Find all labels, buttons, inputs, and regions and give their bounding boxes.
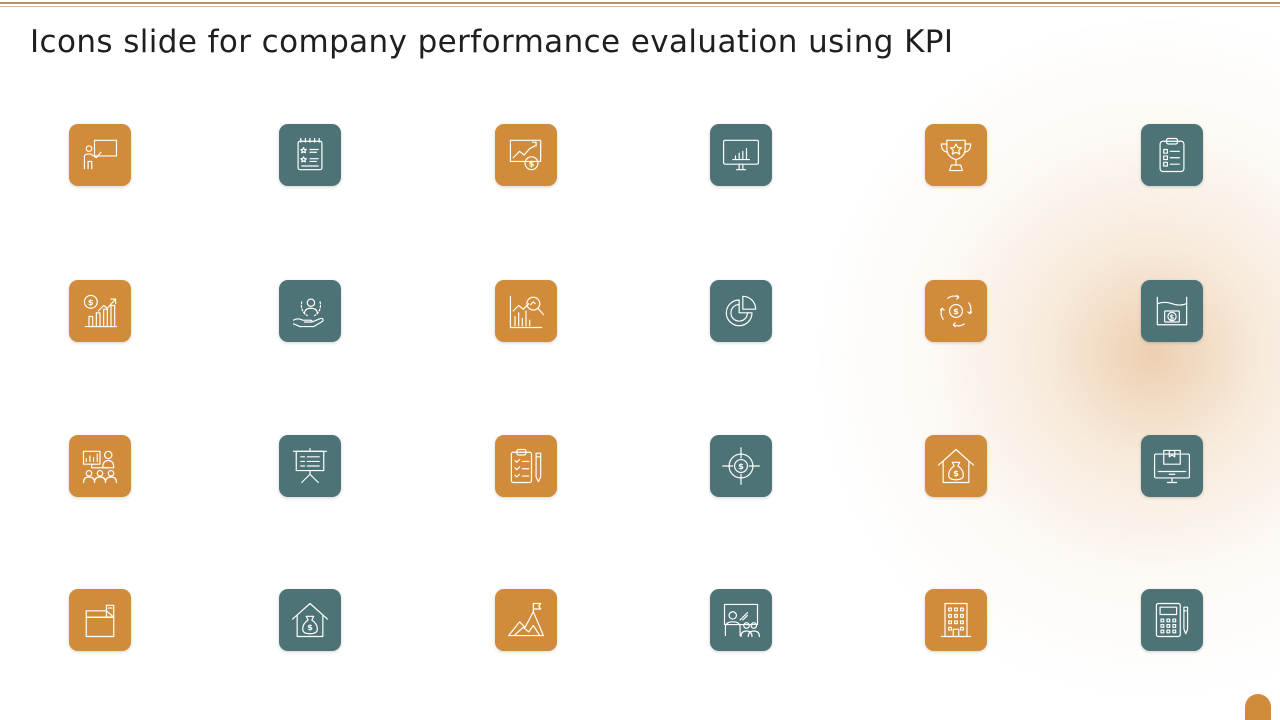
- icon-tile: [69, 589, 131, 651]
- presentation-easel-icon: [292, 447, 328, 484]
- icon-tile: [495, 435, 557, 497]
- corner-tab: [1245, 694, 1271, 720]
- icon-tile: [69, 124, 131, 186]
- icon-tile: [1141, 435, 1203, 497]
- house-money-bag-icon: $: [937, 448, 975, 484]
- computer-package-icon: [1153, 449, 1191, 484]
- svg-text:$: $: [953, 468, 959, 478]
- pie-chart-icon: [725, 295, 757, 327]
- hand-holding-person-icon: [292, 298, 324, 328]
- icon-tile: $: [925, 280, 987, 342]
- top-accent-line: [0, 2, 1280, 4]
- icon-tile: $: [69, 280, 131, 342]
- icon-tile: [925, 124, 987, 186]
- dollar-target-icon: $: [722, 447, 760, 485]
- icon-tile: [495, 280, 557, 342]
- icon-tile: [710, 124, 772, 186]
- icon-tile: [925, 589, 987, 651]
- icon-tile: $: [925, 435, 987, 497]
- svg-text:$: $: [529, 158, 535, 168]
- svg-text:$: $: [1169, 314, 1174, 322]
- icon-tile: [710, 589, 772, 651]
- icon-tile: [279, 280, 341, 342]
- slide-title: Icons slide for company performance eval…: [30, 24, 954, 60]
- clipboard-pencil-icon: [510, 448, 542, 484]
- open-box-icon: [85, 604, 115, 638]
- presenter-at-board-icon: [83, 139, 118, 170]
- mountain-flag-icon: [507, 602, 545, 637]
- icon-tile: [69, 435, 131, 497]
- clipboard-checklist-icon: [1159, 137, 1185, 173]
- office-building-icon: [940, 602, 972, 638]
- monitor-bar-chart-icon: [722, 139, 760, 171]
- chart-magnifier-icon: [509, 295, 545, 329]
- icon-tile: [279, 435, 341, 497]
- house-money-bag-icon: $: [291, 602, 329, 638]
- icon-tile: [1141, 124, 1203, 186]
- trophy-star-icon: [940, 139, 972, 172]
- icon-tile: $: [1141, 280, 1203, 342]
- growth-chart-dollar-icon: $: [509, 139, 542, 171]
- calculator-pen-icon: [1155, 602, 1189, 638]
- icon-tile: $: [279, 589, 341, 651]
- svg-text:$: $: [88, 297, 94, 307]
- icon-tile: [279, 124, 341, 186]
- star-rated-checklist-icon: [297, 137, 323, 171]
- icon-tile: $: [710, 435, 772, 497]
- team-presentation-icon: [82, 450, 118, 484]
- svg-text:$: $: [307, 622, 313, 632]
- icon-tile: [710, 280, 772, 342]
- top-accent-line-thin: [0, 6, 1280, 7]
- icon-tile: [495, 589, 557, 651]
- icon-tile: [1141, 589, 1203, 651]
- svg-text:$: $: [738, 461, 744, 471]
- svg-text:$: $: [953, 306, 959, 316]
- background-glow: [820, 20, 1280, 700]
- money-box-icon: $: [1156, 296, 1188, 326]
- dollar-bar-graph-icon: $: [83, 294, 118, 328]
- icon-tile: $: [495, 124, 557, 186]
- dollar-cycle-arrows-icon: $: [939, 294, 973, 328]
- classroom-board-icon: [723, 603, 760, 638]
